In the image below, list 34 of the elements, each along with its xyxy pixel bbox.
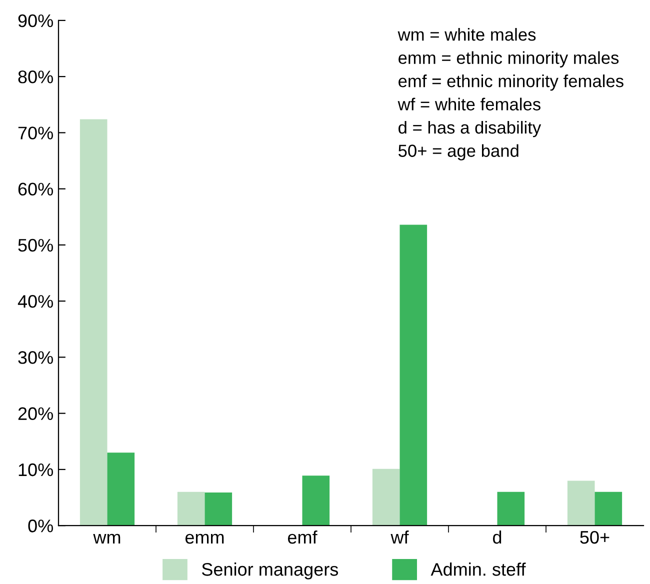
y-tick-label: 90%	[18, 14, 53, 28]
annotation: emm = ethnic minority males	[398, 51, 619, 68]
bar	[567, 480, 595, 526]
annotation: d = has a disability	[398, 120, 542, 138]
x-tick-label: emm	[185, 534, 224, 544]
bar	[107, 452, 135, 526]
y-tick-label: 0%	[28, 520, 53, 532]
annotation: emf = ethnic minority females	[398, 74, 624, 91]
x-tick-label: emf	[288, 530, 318, 544]
y-tick-label: 50%	[18, 238, 53, 252]
bar	[80, 119, 108, 526]
y-tick-label: 30%	[18, 351, 53, 364]
x-tick-label: wf	[390, 530, 409, 544]
annotation: wm = white males	[398, 28, 536, 41]
y-tick-label: 40%	[18, 295, 53, 308]
y-tick-label: 20%	[18, 407, 53, 420]
bar	[204, 492, 232, 526]
y-tick-label: 80%	[18, 70, 53, 84]
bar	[302, 476, 330, 526]
bar	[177, 492, 205, 526]
bar	[497, 492, 525, 526]
legend-label: Senior managers	[202, 562, 338, 580]
y-tick-label: 70%	[18, 126, 53, 140]
bar	[594, 492, 622, 526]
annotation: wf = white females	[398, 98, 540, 110]
x-tick-label: 50+	[580, 530, 610, 544]
y-tick-label: 10%	[18, 463, 53, 476]
bar	[372, 468, 400, 526]
bar	[400, 224, 428, 526]
legend-label: Admin. steff	[430, 562, 526, 576]
annotation: 50+ = age band	[398, 144, 518, 160]
y-tick-label: 60%	[18, 182, 53, 196]
x-tick-label: d	[492, 530, 502, 544]
x-tick-label: wm	[93, 534, 120, 544]
